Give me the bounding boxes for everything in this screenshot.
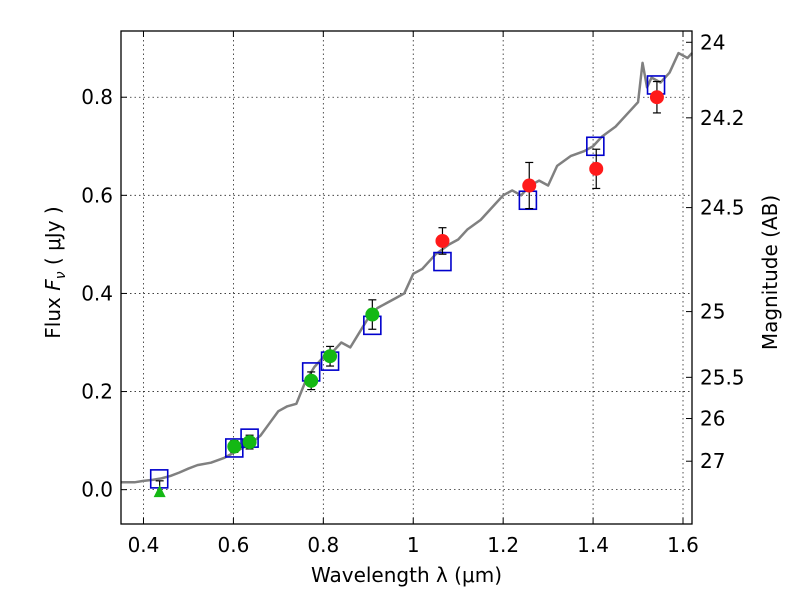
right-tick-label: 26 (700, 407, 725, 431)
x-tick-label: 0.6 (217, 533, 249, 557)
model-flux-square (433, 251, 452, 272)
red-circle-point (435, 233, 450, 248)
y-axis-label: Flux Fν ( μJy ) (41, 206, 69, 338)
right-axis-label: Magnitude (AB) (758, 195, 782, 350)
green-circle-point (365, 307, 380, 322)
model-flux-square (225, 438, 244, 458)
green-circle-point (323, 349, 338, 364)
right-tick-label: 24.5 (700, 196, 745, 220)
model-flux-square (586, 136, 605, 157)
y-tick-label: 0.6 (81, 183, 113, 207)
y-tick-label: 0.0 (81, 478, 113, 502)
red-circle-point (589, 161, 604, 176)
x-tick-label: 1.4 (577, 533, 609, 557)
grid-layer (121, 31, 692, 524)
right-tick-label: 24 (700, 30, 725, 54)
plot-frame (120, 30, 693, 525)
series-layer (121, 51, 693, 498)
model-spectrum-line (121, 51, 693, 484)
y-tick-label: 0.4 (81, 281, 113, 305)
x-tick-label: 1.6 (667, 533, 699, 557)
right-tick-label: 24.2 (700, 106, 745, 130)
tick-layer: 0.4 0.6 0.8 1 1.2 1.4 1.6 0.0 0.2 0.4 0.6 0.8 24 24.2… (81, 30, 744, 557)
right-tick-label: 25 (700, 300, 725, 324)
x-tick-label: 1.2 (487, 533, 519, 557)
y-tick-label: 0.8 (81, 85, 113, 109)
green-circle-point (304, 373, 319, 388)
green-circle-point (227, 439, 242, 454)
x-tick-label: 0.4 (128, 533, 160, 557)
upper-limit-triangle (153, 485, 166, 498)
green-circle-point (242, 435, 257, 450)
y-tick-label: 0.2 (81, 380, 113, 404)
x-tick-label: 1 (407, 533, 420, 557)
red-circle-point (522, 178, 537, 193)
right-tick-label: 25.5 (700, 365, 745, 389)
red-circle-point (649, 90, 664, 105)
right-tick-label: 27 (700, 449, 725, 473)
x-axis-label: Wavelength λ (μm) (311, 563, 502, 587)
x-tick-label: 0.8 (307, 533, 339, 557)
